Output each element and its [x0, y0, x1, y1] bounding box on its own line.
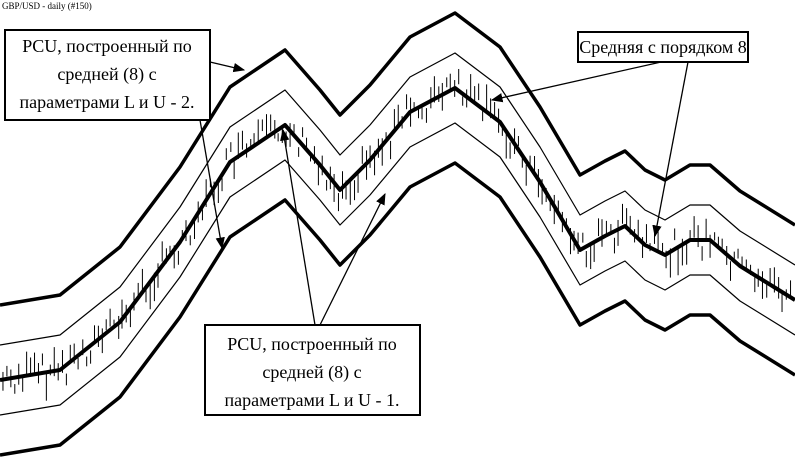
callout-2: Средняя с порядком 8: [577, 31, 749, 63]
arrow: [209, 61, 246, 73]
callout-text: PCU, построенный по: [227, 334, 397, 354]
callout-1: PCU, построенный по средней (8) с параме…: [4, 29, 211, 121]
callout-text: средней (8) с: [57, 64, 156, 85]
callout-box: [4, 29, 211, 121]
callout-text: Средняя с порядком 8: [579, 37, 747, 57]
callout-text: PCU, построенный по: [22, 36, 192, 56]
callout-box: [204, 324, 421, 416]
price-bars: [2, 68, 792, 401]
callout-text: параметрами L и U - 1.: [224, 390, 399, 410]
arrow: [280, 128, 316, 326]
header-title: GBP/USD - daily (#150): [2, 1, 92, 11]
arrow: [319, 192, 386, 326]
callout-text: средней (8) с: [262, 362, 361, 383]
arrows: [199, 59, 689, 326]
callout-3: PCU, построенный по средней (8) с параме…: [204, 324, 421, 416]
arrow: [652, 61, 689, 238]
callout-box: [577, 31, 749, 63]
callout-text: параметрами L и U - 2.: [19, 92, 194, 112]
arrow: [490, 59, 671, 103]
arrow: [199, 119, 225, 250]
